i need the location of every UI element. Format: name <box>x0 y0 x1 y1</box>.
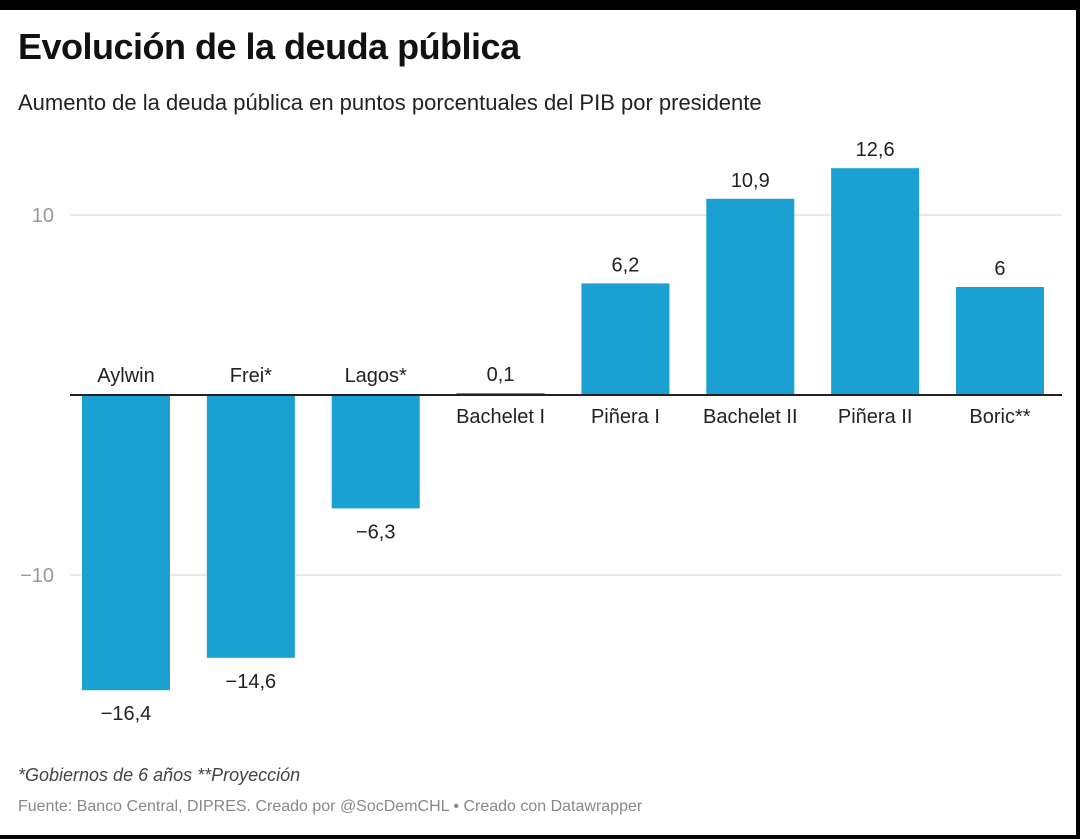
category-label-7: Boric** <box>969 406 1030 428</box>
bar-5 <box>706 198 795 395</box>
bottom-border <box>0 835 1080 839</box>
category-label-5: Bachelet II <box>703 406 798 428</box>
bar-6 <box>831 168 920 395</box>
value-label-0: −16,4 <box>101 703 152 725</box>
right-border <box>1076 0 1080 839</box>
value-label-3: 0,1 <box>487 364 515 386</box>
bar-1 <box>206 395 295 658</box>
value-label-1: −14,6 <box>226 671 277 693</box>
bar-7 <box>955 287 1044 395</box>
value-label-4: 6,2 <box>612 254 640 276</box>
bar-2 <box>331 395 420 509</box>
top-border <box>0 0 1080 10</box>
y-tick-label-0: 10 <box>32 205 54 227</box>
bar-chart: 10 −10 −16,4 Aylwin −14,6 Frei* −6,3 Lagos* 0,1 B… <box>20 139 1062 725</box>
value-label-5: 10,9 <box>731 170 770 192</box>
bar-0 <box>82 395 170 691</box>
category-label-3: Bachelet I <box>456 406 545 428</box>
category-label-0: Aylwin <box>97 365 154 387</box>
bar-4 <box>581 283 670 395</box>
category-label-6: Piñera II <box>838 406 912 428</box>
footnote: *Gobiernos de 6 años **Proyección <box>18 765 301 785</box>
value-label-6: 12,6 <box>856 139 895 161</box>
category-label-2: Lagos* <box>345 365 407 387</box>
category-label-1: Frei* <box>230 365 272 387</box>
chart-subtitle: Aumento de la deuda pública en puntos po… <box>18 90 762 115</box>
value-label-7: 6 <box>994 258 1005 280</box>
value-label-2: −6,3 <box>356 521 395 543</box>
y-tick-label-1: −10 <box>20 565 54 587</box>
chart-title: Evolución de la deuda pública <box>18 26 520 67</box>
category-label-4: Piñera I <box>591 406 660 428</box>
source-credit: Fuente: Banco Central, DIPRES. Creado po… <box>18 798 643 815</box>
